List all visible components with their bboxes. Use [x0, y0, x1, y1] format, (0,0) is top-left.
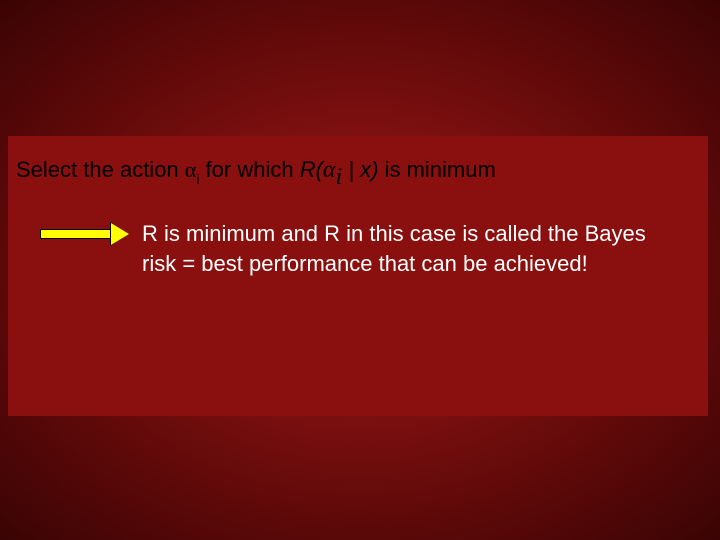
subscript-1: i — [196, 171, 199, 187]
content-box: Select the action αi for which R(αi | x)… — [8, 136, 708, 416]
line2-text: R is minimum and R in this case is calle… — [142, 219, 670, 278]
line1-text: Select the action αi for which R(αi | x)… — [16, 154, 700, 193]
arrow-head — [111, 223, 129, 245]
arrow-row: R is minimum and R in this case is calle… — [16, 219, 700, 278]
subscript-2: i — [336, 164, 343, 190]
line1-suffix: is minimum — [378, 157, 495, 182]
alpha-symbol-1: α — [185, 157, 197, 182]
line1-mid2: | x) — [342, 157, 378, 182]
line1-prefix: Select the action — [16, 157, 185, 182]
r-paren: R( — [300, 157, 323, 182]
arrow-icon — [40, 225, 130, 243]
arrow-shaft — [40, 229, 112, 239]
line1-mid1: for which — [199, 157, 299, 182]
alpha-symbol-2: α — [323, 157, 336, 183]
